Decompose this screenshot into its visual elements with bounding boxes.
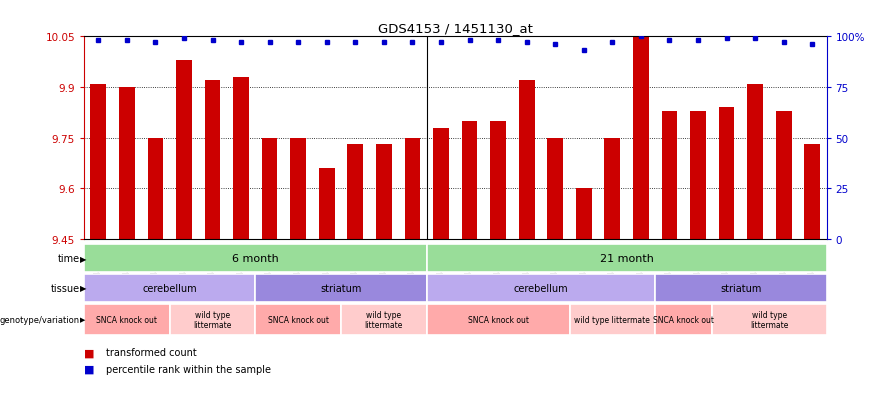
Bar: [84, 244, 427, 273]
Bar: [84, 274, 255, 303]
Bar: [576, 189, 591, 240]
Bar: [569, 304, 655, 335]
Text: wild type
littermate: wild type littermate: [194, 310, 232, 329]
Text: genotype/variation: genotype/variation: [0, 315, 80, 324]
Text: cerebellum: cerebellum: [142, 283, 197, 293]
Bar: [233, 78, 249, 240]
Text: SNCA knock out: SNCA knock out: [96, 315, 157, 324]
Bar: [170, 304, 255, 335]
Text: cerebellum: cerebellum: [514, 283, 568, 293]
Text: SNCA knock out: SNCA knock out: [468, 315, 529, 324]
Bar: [747, 84, 763, 240]
Bar: [319, 169, 335, 240]
Bar: [491, 121, 506, 240]
Bar: [255, 274, 427, 303]
Text: ▶: ▶: [80, 254, 87, 263]
Text: SNCA knock out: SNCA knock out: [653, 315, 714, 324]
Bar: [255, 304, 341, 335]
Bar: [776, 112, 791, 240]
Text: 21 month: 21 month: [599, 254, 653, 263]
Bar: [290, 138, 306, 240]
Bar: [547, 138, 563, 240]
Text: ■: ■: [84, 364, 98, 374]
Bar: [713, 304, 827, 335]
Bar: [655, 304, 713, 335]
Bar: [262, 138, 278, 240]
Bar: [633, 37, 649, 240]
Bar: [427, 304, 569, 335]
Text: ▶: ▶: [80, 316, 86, 323]
Text: wild type
littermate: wild type littermate: [751, 310, 789, 329]
Bar: [347, 145, 363, 240]
Title: GDS4153 / 1451130_at: GDS4153 / 1451130_at: [377, 21, 533, 35]
Text: striatum: striatum: [720, 283, 761, 293]
Bar: [433, 128, 449, 240]
Text: percentile rank within the sample: percentile rank within the sample: [106, 364, 271, 374]
Bar: [405, 138, 420, 240]
Bar: [341, 304, 427, 335]
Bar: [427, 274, 655, 303]
Bar: [176, 61, 192, 240]
Bar: [84, 304, 170, 335]
Text: 6 month: 6 month: [232, 254, 278, 263]
Bar: [461, 121, 477, 240]
Bar: [519, 81, 535, 240]
Text: striatum: striatum: [320, 283, 362, 293]
Bar: [205, 81, 220, 240]
Text: ■: ■: [84, 347, 98, 357]
Bar: [376, 145, 392, 240]
Bar: [661, 112, 677, 240]
Text: wild type
littermate: wild type littermate: [365, 310, 403, 329]
Bar: [804, 145, 820, 240]
Text: SNCA knock out: SNCA knock out: [268, 315, 329, 324]
Bar: [719, 108, 735, 240]
Text: ▶: ▶: [80, 284, 87, 293]
Text: transformed count: transformed count: [106, 347, 197, 357]
Bar: [148, 138, 164, 240]
Bar: [605, 138, 621, 240]
Bar: [90, 84, 106, 240]
Bar: [119, 88, 134, 240]
Text: time: time: [57, 254, 80, 263]
Bar: [690, 112, 706, 240]
Bar: [655, 274, 827, 303]
Bar: [427, 244, 827, 273]
Text: tissue: tissue: [50, 283, 80, 293]
Text: wild type littermate: wild type littermate: [575, 315, 651, 324]
